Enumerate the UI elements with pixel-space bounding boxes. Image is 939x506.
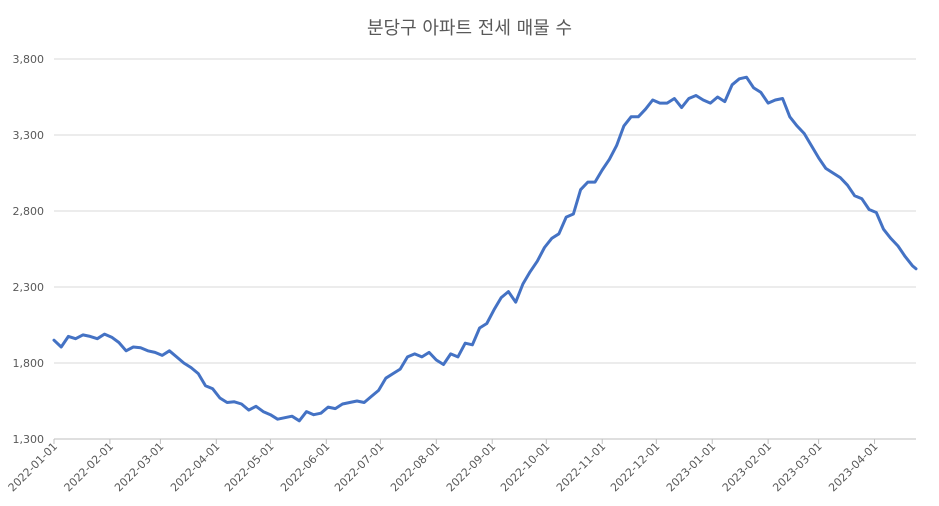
y-axis-tick-labels: 1,300 1,800 2,300 2,800 3,300 3,800 [13,53,45,446]
x-tick-label: 2023-01-01 [664,440,718,494]
x-tick-label: 2022-07-01 [332,440,386,494]
x-tick-label: 2023-02-01 [720,440,774,494]
series-line [52,75,918,423]
chart-title: 분당구 아파트 전세 매물 수 [366,18,573,39]
x-tick-label: 2022-01-01 [6,440,60,494]
x-tick-label: 2022-10-01 [498,440,552,494]
x-tick-label: 2023-04-01 [826,440,880,494]
x-tick-label: 2022-03-01 [112,440,166,494]
x-tick-label: 2022-02-01 [62,440,116,494]
series-layer [52,75,918,423]
x-tick-label: 2022-08-01 [388,440,442,494]
x-tick-label: 2022-12-01 [608,440,662,494]
x-tick-label: 2022-09-01 [444,440,498,494]
x-tick-label: 2022-04-01 [168,440,222,494]
grid-layer [54,58,916,440]
x-tick-label: 2023-03-01 [770,440,824,494]
x-tick-label: 2022-11-01 [554,440,608,494]
y-tick-label: 2,300 [13,281,45,294]
y-tick-label: 3,800 [13,53,45,66]
x-tick-label: 2022-06-01 [278,440,332,494]
x-tick-label: 2022-05-01 [222,440,276,494]
y-tick-label: 3,300 [13,129,45,142]
y-tick-label: 1,800 [13,357,45,370]
y-tick-label: 2,800 [13,205,45,218]
y-tick-label: 1,300 [13,433,45,446]
